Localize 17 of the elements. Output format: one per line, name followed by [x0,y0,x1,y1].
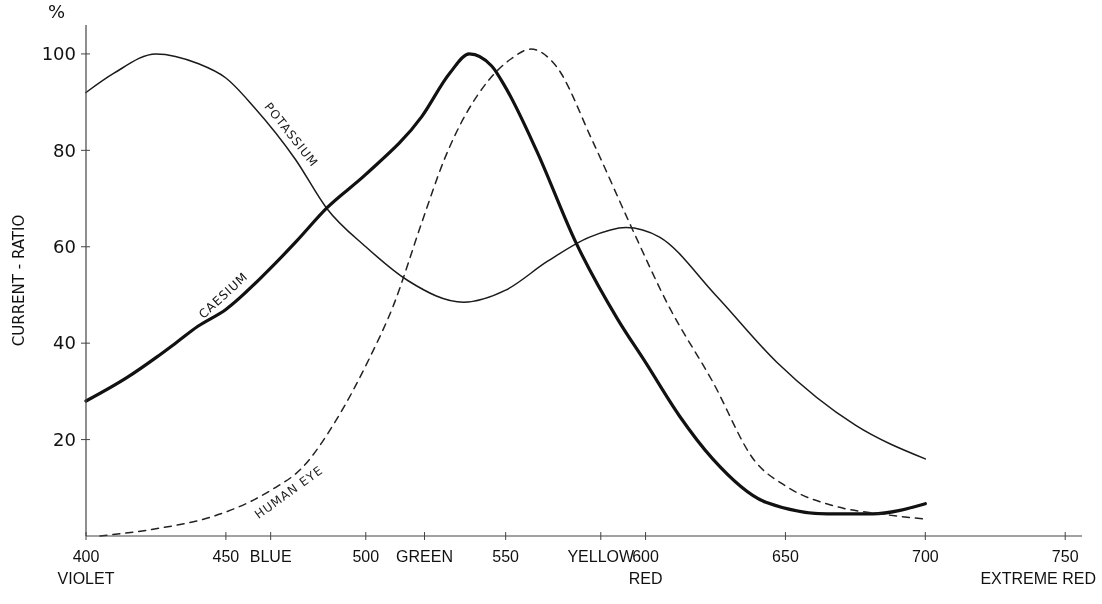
y-axis-title: CURRENT - RATIO [10,214,28,347]
x-tick-label: 550 [492,548,520,565]
x-tick-label: BLUE [249,548,292,565]
x-tick-label: 500 [352,548,380,565]
x-tick-label: 650 [772,548,799,565]
y-tick-label: 20 [53,428,76,450]
x-tick-label: 400 VIOLET [57,548,115,587]
x-tick-label: GREEN [396,548,453,565]
x-tick-label: 750 [1051,548,1079,565]
y-tick-label: 80 [53,139,76,161]
y-tick-label: 100 [41,43,76,65]
x-tick-label: 450 [212,548,240,565]
text: % [48,1,66,22]
y-tick-label: 60 [53,236,76,258]
text: EXTREME RED [980,570,1096,587]
y-tick-label: 40 [53,332,76,354]
x-tick-label: 700 [911,548,939,565]
